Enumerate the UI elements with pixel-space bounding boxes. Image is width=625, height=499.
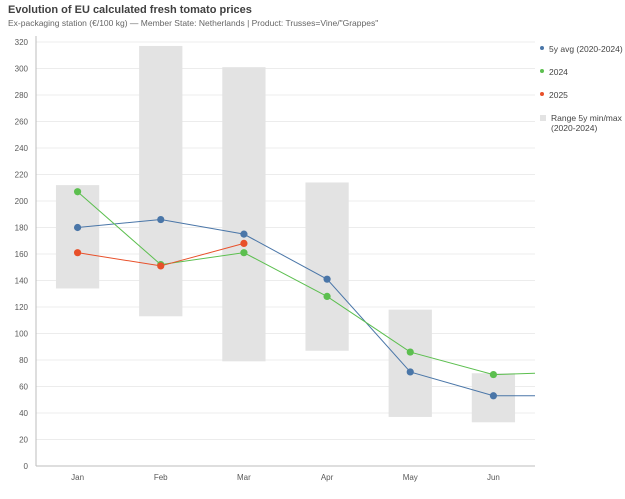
- legend: 5y avg (2020-2024) 2024 2025 Range 5y mi…: [540, 44, 625, 146]
- y-tick-label: 120: [15, 303, 29, 312]
- data-point: [157, 215, 165, 224]
- legend-dot-icon: [540, 69, 544, 73]
- y-tick-label: 280: [15, 91, 29, 100]
- x-tick-label: May: [403, 473, 418, 482]
- y-tick-label: 40: [19, 409, 28, 418]
- x-tick-label: Jun: [487, 473, 500, 482]
- x-tick-label: Jan: [71, 473, 84, 482]
- y-tick-label: 300: [15, 65, 29, 74]
- legend-item-2025[interactable]: 2025: [540, 90, 625, 100]
- data-point: [73, 223, 82, 232]
- data-point: [157, 262, 165, 270]
- legend-dot-icon: [540, 46, 544, 50]
- data-point: [489, 392, 498, 400]
- y-tick-label: 200: [15, 197, 29, 206]
- legend-label: 2024: [549, 67, 568, 77]
- y-tick-label: 100: [15, 330, 29, 339]
- legend-label: Range 5y min/max (2020-2024): [551, 113, 622, 133]
- x-tick-label: Mar: [237, 473, 251, 482]
- legend-dot-icon: [540, 92, 544, 96]
- range-bar: [139, 45, 183, 317]
- x-tick-label: Apr: [321, 473, 334, 482]
- chart-title: Evolution of EU calculated fresh tomato …: [8, 4, 252, 16]
- y-tick-label: 0: [24, 462, 29, 471]
- y-tick-label: 140: [15, 277, 29, 286]
- range-bar: [55, 185, 100, 289]
- data-point: [489, 370, 498, 379]
- legend-label: 2025: [549, 90, 568, 100]
- y-tick-label: 260: [15, 118, 29, 127]
- range-bar: [388, 309, 432, 417]
- range-bar: [305, 182, 349, 351]
- data-point: [73, 249, 82, 257]
- y-tick-label: 80: [19, 356, 28, 365]
- y-tick-label: 60: [19, 383, 28, 392]
- y-tick-label: 320: [15, 38, 29, 47]
- data-point: [240, 249, 248, 257]
- legend-label: 5y avg (2020-2024): [549, 44, 623, 54]
- data-point: [406, 368, 414, 376]
- data-point: [323, 275, 331, 283]
- chart-subtitle: Ex-packaging station (€/100 kg) — Member…: [8, 18, 379, 28]
- y-tick-label: 180: [15, 224, 29, 233]
- legend-square-icon: [540, 115, 546, 121]
- data-point: [240, 239, 248, 247]
- data-point: [406, 348, 414, 356]
- data-point: [240, 230, 248, 238]
- legend-item-2024[interactable]: 2024: [540, 67, 625, 77]
- y-tick-label: 240: [15, 144, 29, 153]
- legend-item-5y-avg[interactable]: 5y avg (2020-2024): [540, 44, 625, 54]
- range-bar: [222, 67, 266, 362]
- x-tick-label: Feb: [154, 473, 168, 482]
- data-point: [323, 292, 331, 300]
- y-tick-label: 220: [15, 171, 29, 180]
- y-tick-label: 160: [15, 250, 29, 259]
- legend-item-range[interactable]: Range 5y min/max (2020-2024): [540, 113, 625, 133]
- y-tick-label: 20: [19, 436, 28, 445]
- data-point: [73, 188, 82, 196]
